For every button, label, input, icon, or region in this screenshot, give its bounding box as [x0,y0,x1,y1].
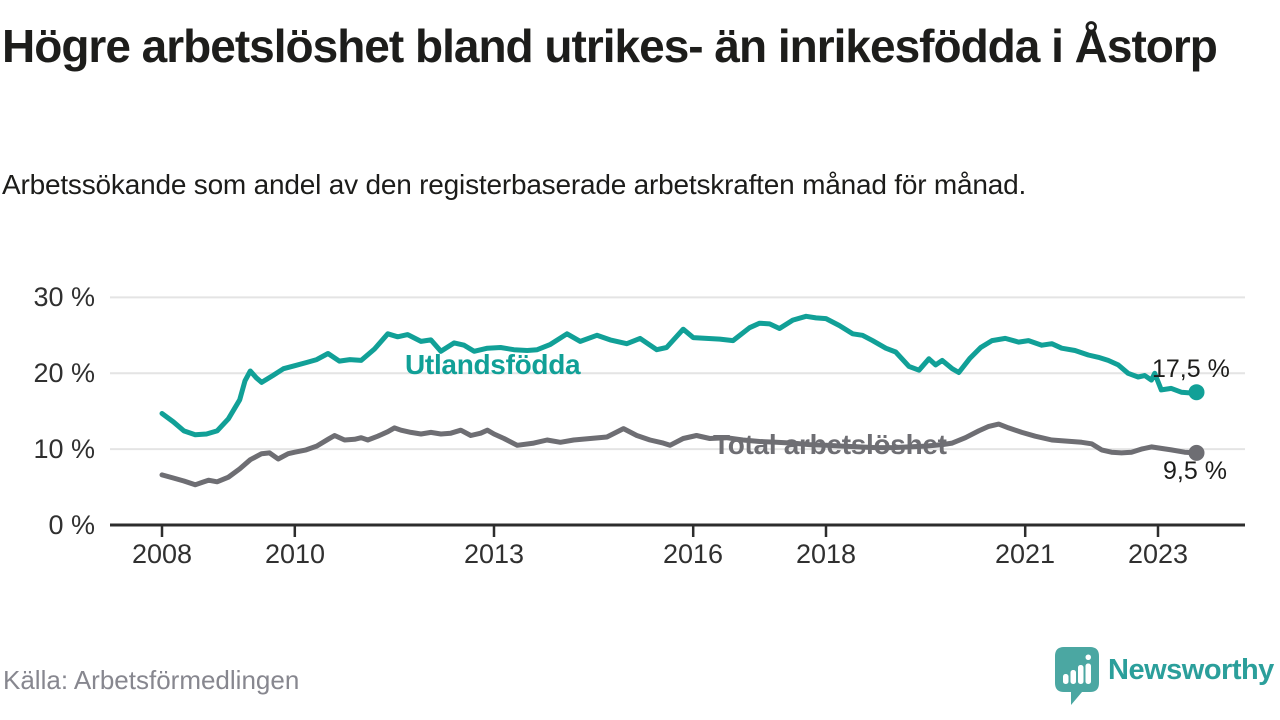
series-label-utlandsfodda: Utlandsfödda [405,349,581,380]
x-axis-tick-label: 2010 [264,539,326,569]
page-title: Högre arbetslöshet bland utrikes- än inr… [2,20,1218,72]
y-axis-tick-label: 30 % [33,282,95,312]
x-axis-tick-label: 2008 [131,539,193,569]
x-axis-tick-label: 2018 [795,539,857,569]
end-value-label-utlandsfodda: 17,5 % [1152,355,1230,383]
speech-bubble-bar-chart-icon [1055,647,1099,705]
y-axis-tick-label: 20 % [33,358,95,388]
end-value-label-total-arbetsloshet: 9,5 % [1163,457,1227,485]
x-axis-tick-label: 2013 [463,539,525,569]
series-label-total-arbetsloshet: Total arbetslöshet [713,429,947,460]
brand-logo: Newsworthy [1052,644,1278,708]
page-subtitle: Arbetssökande som andel av den registerb… [2,169,1027,200]
source-note: Källa: Arbetsförmedlingen [3,665,300,695]
x-axis-tick-label: 2016 [662,539,724,569]
y-axis-tick-label: 0 % [48,510,95,540]
series-line-0 [159,313,1199,438]
brand-wordmark: Newsworthy [1108,654,1274,686]
series-end-dot-1 [1188,444,1205,461]
series-line-1 [159,421,1199,488]
x-axis-tick-label: 2021 [994,539,1056,569]
x-axis-tick-label: 2023 [1127,539,1189,569]
y-axis-tick-label: 10 % [33,434,95,464]
series-end-dot-0 [1188,384,1205,401]
